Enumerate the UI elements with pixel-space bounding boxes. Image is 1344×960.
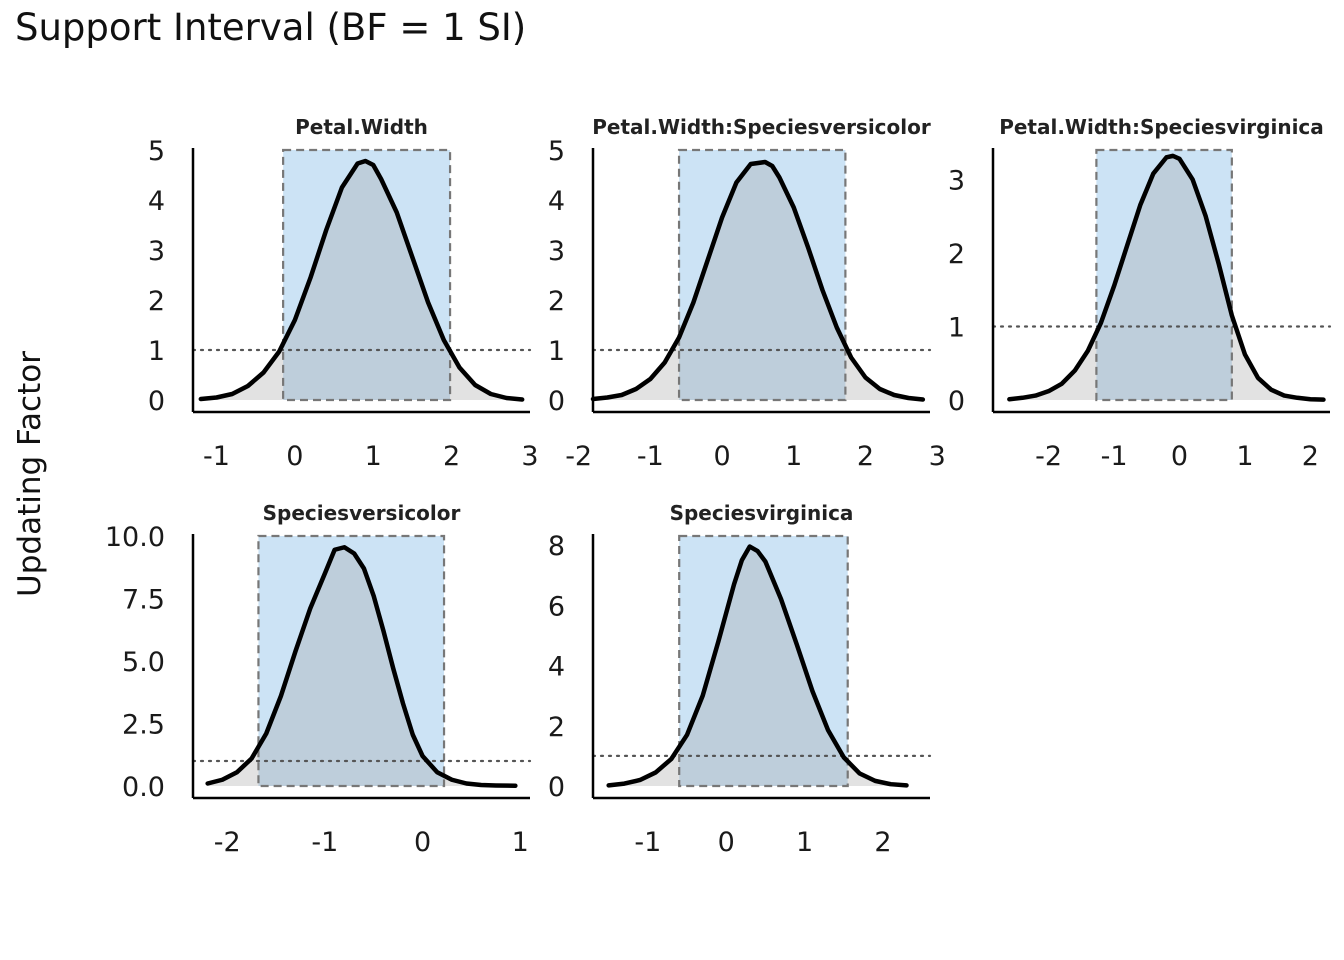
density-curve: [198, 158, 525, 402]
x-tick-label: 3: [929, 441, 946, 472]
x-tick-label: 0: [718, 827, 735, 858]
x-tick-label: 2: [1302, 441, 1319, 472]
y-tick-label: 2: [548, 712, 565, 743]
y-tick-label: 2: [948, 239, 965, 270]
y-tick-label: 2: [548, 286, 565, 317]
x-tick-label: -1: [637, 441, 664, 472]
y-tick-label: 0: [548, 386, 565, 417]
y-tick-label: 1: [148, 336, 165, 367]
y-tick-label: 0: [948, 386, 965, 417]
y-tick-label: 5: [148, 136, 165, 167]
support-interval-border: [257, 534, 446, 788]
x-tick-label: 1: [1236, 441, 1253, 472]
density-area: [1009, 155, 1324, 400]
x-tick-label: 3: [521, 441, 538, 472]
x-tick-label: 2: [857, 441, 874, 472]
x-tick-label: -1: [634, 827, 661, 858]
panel-title: Petal.Width:Speciesversicolor: [592, 115, 931, 139]
density-area: [593, 162, 923, 400]
y-tick-label: 1: [948, 312, 965, 343]
y-tick-label: 5: [548, 136, 565, 167]
panel-petal-width-speciesvirginica: 0 1 2 3 -2 -1 0 1 2 Petal.Width:Speciesvirginica: [948, 115, 1332, 472]
x-tick-label: -2: [565, 441, 592, 472]
x-tick-label: -1: [1101, 441, 1128, 472]
y-tick-label: 0: [148, 386, 165, 417]
y-tick-label: 5.0: [122, 647, 165, 678]
panel-title: Petal.Width: [295, 115, 428, 139]
y-tick-label: 4: [548, 652, 565, 683]
x-tick-label: -1: [203, 441, 230, 472]
x-tick-label: 2: [874, 827, 891, 858]
density-curve: [590, 159, 926, 402]
x-tick-label: 1: [365, 441, 382, 472]
y-tick-label: 4: [548, 186, 565, 217]
y-tick-label: 7.5: [122, 585, 165, 616]
y-tick-label: 4: [148, 186, 165, 217]
y-tick-label: 0.0: [122, 772, 165, 803]
x-tick-label: 0: [286, 441, 303, 472]
y-tick-label: 0: [548, 772, 565, 803]
panel-petal-width-speciesversicolor: 0 1 2 3 4 5 -2 -1 0 1 2 3 Petal.Width:Speciesversico…: [548, 115, 946, 472]
panel-title: Speciesvirginica: [670, 501, 854, 525]
x-tick-label: 1: [785, 441, 802, 472]
x-tick-label: 2: [443, 441, 460, 472]
support-interval-border: [282, 148, 452, 402]
y-tick-label: 3: [948, 165, 965, 196]
y-tick-label: 8: [548, 531, 565, 562]
chart-title: Support Interval (BF = 1 SI): [15, 6, 527, 49]
y-tick-label: 1: [548, 336, 565, 367]
panel-petal-width: 0 1 2 3 4 5 -1 0 1 2 3 Petal.Width: [148, 115, 539, 472]
panel-speciesversicolor: 0.0 2.5 5.0 7.5 10.0 -2 -1 0 1 Speciesversicolor: [105, 501, 532, 858]
support-interval-border: [677, 148, 847, 402]
x-tick-label: 0: [713, 441, 730, 472]
support-interval-area: [679, 536, 848, 786]
support-interval-area: [258, 536, 445, 786]
y-tick-label: 2: [148, 286, 165, 317]
support-interval-border: [1095, 148, 1233, 402]
y-tick-label: 10.0: [105, 522, 165, 553]
density-area: [200, 161, 523, 400]
x-tick-label: -2: [214, 827, 241, 858]
x-tick-label: 1: [512, 827, 529, 858]
y-tick-label: 3: [148, 236, 165, 267]
x-tick-label: 1: [796, 827, 813, 858]
x-tick-label: 0: [1171, 441, 1188, 472]
density-curve: [205, 545, 518, 788]
density-curve: [606, 544, 909, 788]
y-tick-label: 2.5: [122, 710, 165, 741]
y-tick-label: 3: [548, 236, 565, 267]
x-tick-label: -2: [1035, 441, 1062, 472]
y-tick-label: 6: [548, 591, 565, 622]
density-area: [207, 547, 516, 786]
density-curve: [1007, 153, 1326, 402]
panel-title: Speciesversicolor: [263, 501, 461, 525]
x-tick-label: 0: [414, 827, 431, 858]
panel-title: Petal.Width:Speciesvirginica: [999, 115, 1324, 139]
x-tick-label: -1: [311, 827, 338, 858]
panel-speciesvirginica: 0 2 4 6 8 -1 0 1 2 Speciesvirginica: [548, 501, 932, 858]
support-interval-border: [678, 534, 849, 788]
density-area: [608, 546, 907, 786]
